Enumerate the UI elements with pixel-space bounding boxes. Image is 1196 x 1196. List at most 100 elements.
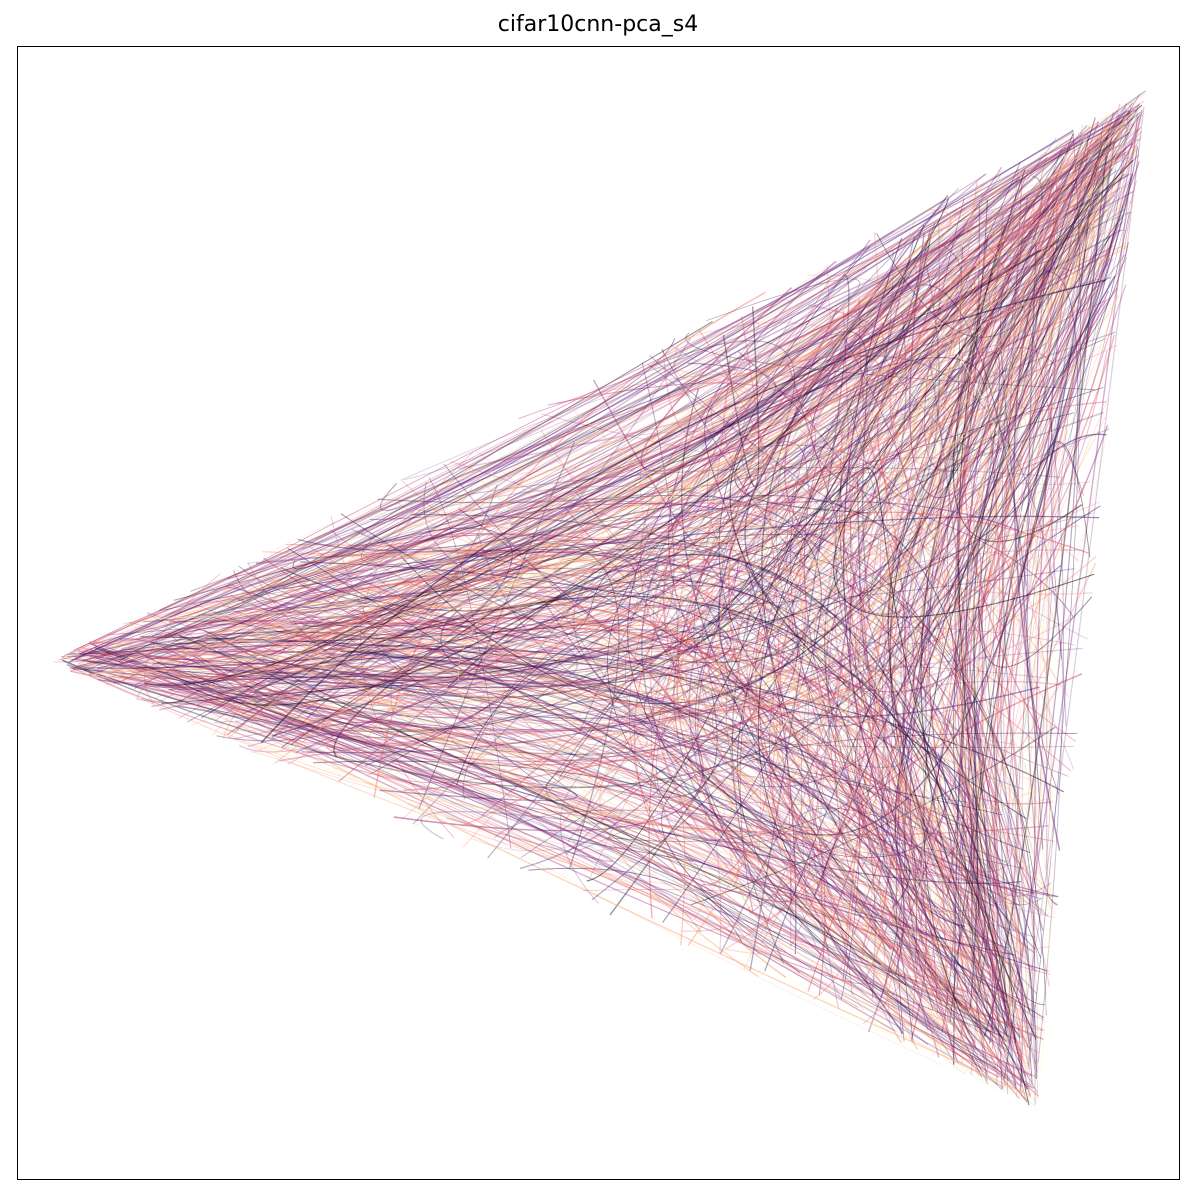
trajectory-line: [837, 408, 1008, 968]
trajectory-line: [800, 105, 1132, 905]
trajectory-line: [541, 224, 1102, 707]
trajectory-line: [661, 204, 980, 615]
trajectory-line: [192, 498, 1007, 930]
trajectory-line: [641, 151, 1127, 1041]
trajectory-line: [888, 181, 1085, 992]
trajectory-line: [811, 156, 1074, 617]
trajectory-line: [575, 144, 1089, 817]
trajectory-line: [143, 666, 989, 975]
trajectory-line: [925, 196, 1095, 1019]
trajectory-line: [748, 112, 1139, 658]
trajectory-line: [164, 673, 740, 889]
trajectory-line: [73, 533, 989, 1071]
trajectory-line: [895, 101, 1131, 931]
trajectory-line: [840, 324, 1101, 577]
trajectory-line: [1023, 290, 1109, 795]
trajectory-line: [277, 201, 1058, 714]
trajectory-line: [73, 631, 1037, 995]
trajectory-line: [1053, 143, 1095, 279]
trajectory-line: [662, 239, 983, 937]
trajectory-line: [104, 631, 964, 1047]
trajectory-line: [900, 259, 1065, 1094]
trajectory-line: [565, 711, 939, 1014]
trajectory-line: [83, 304, 929, 662]
trajectory-line: [971, 419, 1022, 993]
trajectory-line: [775, 151, 1046, 914]
trajectory-line: [724, 215, 1096, 950]
trajectory-line: [911, 227, 1094, 1025]
trajectory-line: [791, 215, 1104, 996]
trajectory-line: [316, 266, 867, 644]
trajectory-line: [227, 108, 1135, 580]
trajectory-line: [1017, 106, 1145, 1031]
trajectory-line: [873, 101, 1138, 1033]
trajectory-line: [681, 177, 1088, 1044]
trajectory-line: [155, 657, 1000, 965]
trajectory-line: [184, 269, 922, 605]
trajectory-line: [328, 486, 473, 607]
trajectory-line: [216, 558, 871, 947]
trajectory-line: [154, 124, 1114, 680]
trajectory-line: [954, 114, 1126, 1050]
trajectory-line: [276, 467, 1085, 593]
trajectory-line: [79, 502, 999, 1044]
trajectory-line: [502, 767, 1051, 953]
trajectory-line: [152, 211, 1090, 676]
trajectory-line: [283, 166, 1088, 732]
trajectory-line: [267, 121, 1099, 693]
trajectory-line: [823, 412, 1074, 1078]
trajectory-line: [208, 521, 877, 682]
trajectory-line: [340, 650, 904, 1034]
trajectory-line: [640, 251, 1111, 472]
trajectory-line: [243, 367, 1008, 731]
trajectory-line: [541, 252, 1080, 474]
trajectory-line: [973, 236, 1081, 958]
trajectory-line: [247, 555, 722, 954]
trajectory-line: [912, 276, 1111, 893]
trajectory-line: [295, 646, 1023, 1002]
trajectory-line: [599, 117, 1108, 978]
trajectory-line: [528, 867, 742, 942]
trajectory-line: [212, 184, 1128, 736]
trajectory-line: [313, 562, 1038, 972]
trajectory-line: [738, 351, 1044, 931]
trajectory-line: [169, 152, 1108, 678]
trajectory-line: [813, 582, 982, 1013]
trajectory-line: [58, 589, 968, 803]
trajectory-line: [333, 340, 955, 758]
trajectory-line: [627, 276, 946, 858]
trajectory-line: [70, 136, 1091, 669]
trajectory-line: [238, 265, 917, 608]
trajectory-line: [222, 416, 1106, 814]
trajectory-line: [928, 154, 1140, 857]
trajectory-line: [262, 168, 1076, 556]
trajectory-line: [233, 137, 1102, 613]
trajectory-line: [223, 450, 475, 738]
trajectory-line: [926, 398, 1109, 1074]
trajectory-line: [876, 162, 1104, 338]
trajectory-line: [663, 487, 1056, 918]
trajectory-line: [713, 214, 1004, 836]
trajectory-line: [962, 114, 1143, 955]
trajectory-line: [254, 595, 1007, 1011]
trajectory-line: [607, 629, 961, 958]
trajectory-line: [644, 161, 1021, 816]
trajectory-line: [410, 513, 799, 901]
trajectory-line: [700, 283, 1066, 964]
trajectory-line: [248, 635, 902, 1035]
trajectory-line: [265, 545, 517, 755]
trajectory-line: [813, 433, 1107, 896]
trajectory-line: [635, 231, 1084, 588]
trajectory-line: [661, 732, 1078, 1069]
trajectory-line: [1024, 436, 1107, 916]
trajectory-line: [880, 565, 1062, 949]
trajectory-line: [947, 133, 1075, 837]
trajectory-line: [259, 128, 1136, 756]
trajectory-line: [882, 453, 981, 1077]
trajectory-line: [201, 357, 985, 719]
trajectory-line: [991, 179, 1023, 1049]
trajectory-line: [283, 230, 895, 652]
trajectory-line: [164, 132, 1073, 618]
trajectory-line: [263, 617, 826, 996]
trajectory-line: [673, 301, 1030, 1061]
